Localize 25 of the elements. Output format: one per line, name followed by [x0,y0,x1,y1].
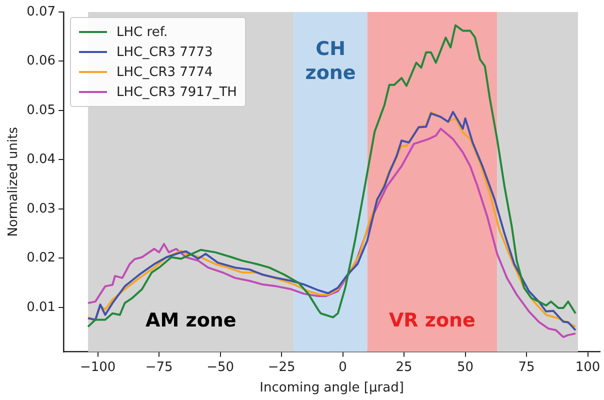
y-tick-label: 0.01 [26,300,56,315]
y-tick-label: 0.06 [26,54,56,69]
x-tick-label: −50 [206,360,234,375]
x-tick-label: 75 [518,360,535,375]
legend-label: LHC ref. [116,24,168,40]
x-tick-label: −100 [80,360,116,375]
x-tick-label: 50 [457,360,474,375]
y-tick-label: 0.05 [26,102,56,118]
y-tick-label: 0.02 [26,250,56,266]
y-axis-title: Normalized units [6,126,22,237]
legend-label: LHC_CR3 7917_TH [116,84,237,100]
band-label: CH zone [305,38,356,84]
legend-label: LHC_CR3 7773 [116,44,213,60]
x-tick-label: −25 [268,360,296,375]
band-label: VR zone [388,310,476,332]
band-label: AM zone [146,310,236,332]
x-tick-label: 0 [338,360,347,375]
x-axis-title: Incoming angle [μrad] [260,380,404,396]
y-tick-label: 0.03 [26,201,56,216]
legend-label: LHC_CR3 7774 [116,64,213,80]
y-tick-label: 0.07 [26,4,56,20]
y-tick-label: 0.04 [26,152,56,168]
x-tick-label: −75 [145,360,173,375]
x-tick-label: 25 [396,360,412,375]
x-tick-label: 100 [575,360,600,375]
